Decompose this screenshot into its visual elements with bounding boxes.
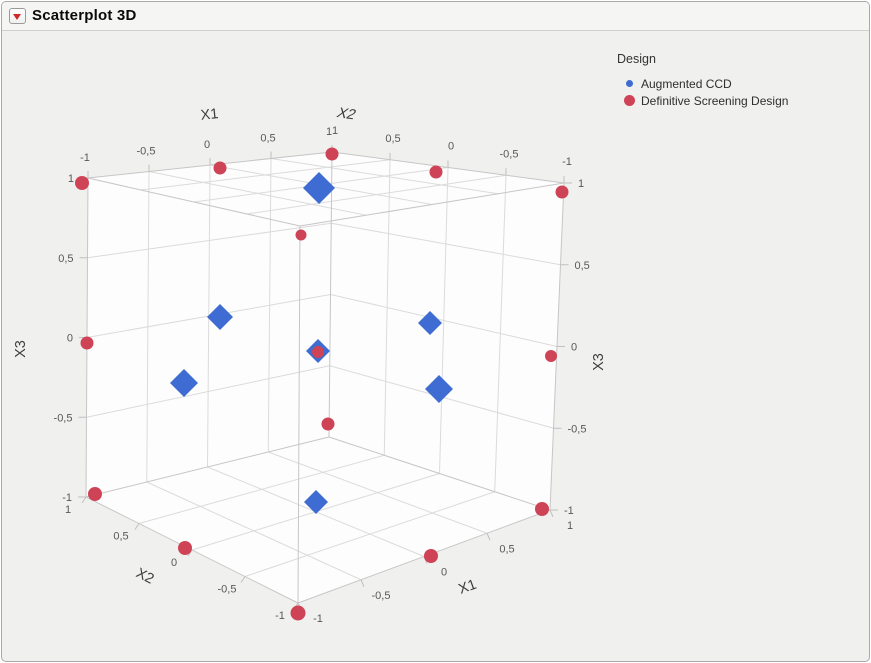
svg-text:-0,5: -0,5	[568, 423, 587, 435]
svg-text:X2: X2	[133, 565, 156, 587]
data-points	[75, 147, 569, 621]
dsd-point[interactable]	[312, 346, 324, 358]
augmented-ccd-point[interactable]	[207, 304, 233, 330]
axis-ticks: -1-0,500,51-1-0,500,51-1-0,500,51-1-0,50…	[54, 125, 590, 625]
svg-text:X3: X3	[13, 340, 29, 358]
legend-marker-augmented-ccd	[617, 80, 641, 87]
svg-text:0: 0	[441, 567, 447, 579]
svg-text:0: 0	[67, 333, 73, 345]
axis-titles: X1 X2 X3 X3 X2 X1	[13, 106, 607, 598]
dsd-point[interactable]	[80, 336, 94, 350]
svg-text:-1: -1	[313, 613, 323, 625]
dsd-point[interactable]	[295, 229, 307, 241]
svg-text:-1: -1	[62, 492, 72, 504]
svg-text:1: 1	[578, 178, 584, 190]
svg-text:0,5: 0,5	[260, 133, 275, 145]
legend: Design Augmented CCD Definitive Screenin…	[617, 52, 788, 109]
svg-text:1: 1	[326, 126, 332, 138]
svg-text:0,5: 0,5	[499, 543, 514, 555]
disclosure-button[interactable]	[9, 8, 26, 24]
svg-text:-0,5: -0,5	[137, 146, 156, 158]
svg-text:0,5: 0,5	[575, 260, 590, 272]
dsd-point[interactable]	[75, 176, 89, 190]
legend-item-dsd[interactable]: Definitive Screening Design	[617, 92, 788, 109]
svg-text:0,5: 0,5	[385, 133, 400, 145]
svg-text:1: 1	[68, 173, 74, 185]
svg-text:-0,5: -0,5	[372, 590, 391, 602]
svg-text:1: 1	[65, 504, 71, 516]
legend-item-augmented-ccd[interactable]: Augmented CCD	[617, 75, 788, 92]
svg-text:X3: X3	[591, 353, 607, 371]
svg-text:0: 0	[571, 342, 577, 354]
legend-title: Design	[617, 52, 656, 66]
svg-text:X2: X2	[334, 106, 358, 123]
svg-text:0: 0	[171, 557, 177, 569]
svg-text:-1: -1	[564, 505, 574, 517]
svg-text:1: 1	[567, 520, 573, 532]
report-title-bar: Scatterplot 3D	[2, 2, 869, 31]
dsd-point[interactable]	[555, 185, 569, 199]
dsd-point[interactable]	[88, 487, 102, 501]
page-title: Scatterplot 3D	[32, 7, 137, 24]
dsd-point[interactable]	[321, 417, 335, 431]
svg-text:0: 0	[204, 139, 210, 151]
augmented-ccd-point[interactable]	[303, 172, 335, 204]
legend-marker-dsd	[617, 95, 641, 106]
svg-text:-1: -1	[80, 152, 90, 164]
svg-text:-0,5: -0,5	[54, 412, 73, 424]
svg-text:X1: X1	[200, 106, 219, 124]
augmented-ccd-point[interactable]	[418, 311, 442, 335]
dsd-point[interactable]	[535, 502, 549, 516]
svg-text:0,5: 0,5	[113, 531, 128, 543]
augmented-ccd-point[interactable]	[304, 490, 328, 514]
svg-text:X1: X1	[457, 577, 479, 598]
dsd-point[interactable]	[213, 161, 227, 175]
cube-faces	[86, 152, 564, 603]
dsd-point[interactable]	[429, 165, 443, 179]
augmented-ccd-point[interactable]	[170, 369, 198, 397]
svg-text:-1: -1	[562, 156, 572, 168]
dsd-point[interactable]	[325, 147, 339, 161]
svg-text:0: 0	[448, 141, 454, 153]
dsd-point[interactable]	[178, 541, 192, 555]
svg-text:0,5: 0,5	[58, 253, 73, 265]
augmented-ccd-point[interactable]	[425, 375, 453, 403]
legend-item-label: Definitive Screening Design	[641, 93, 789, 108]
dsd-point[interactable]	[424, 549, 438, 563]
svg-text:-0,5: -0,5	[500, 148, 519, 160]
red-triangle-icon	[13, 14, 21, 20]
svg-text:-0,5: -0,5	[218, 584, 237, 596]
legend-item-label: Augmented CCD	[641, 76, 732, 91]
svg-text:-1: -1	[275, 610, 285, 622]
dsd-point[interactable]	[290, 605, 306, 621]
svg-text:1: 1	[332, 125, 338, 137]
dsd-point[interactable]	[545, 350, 557, 362]
